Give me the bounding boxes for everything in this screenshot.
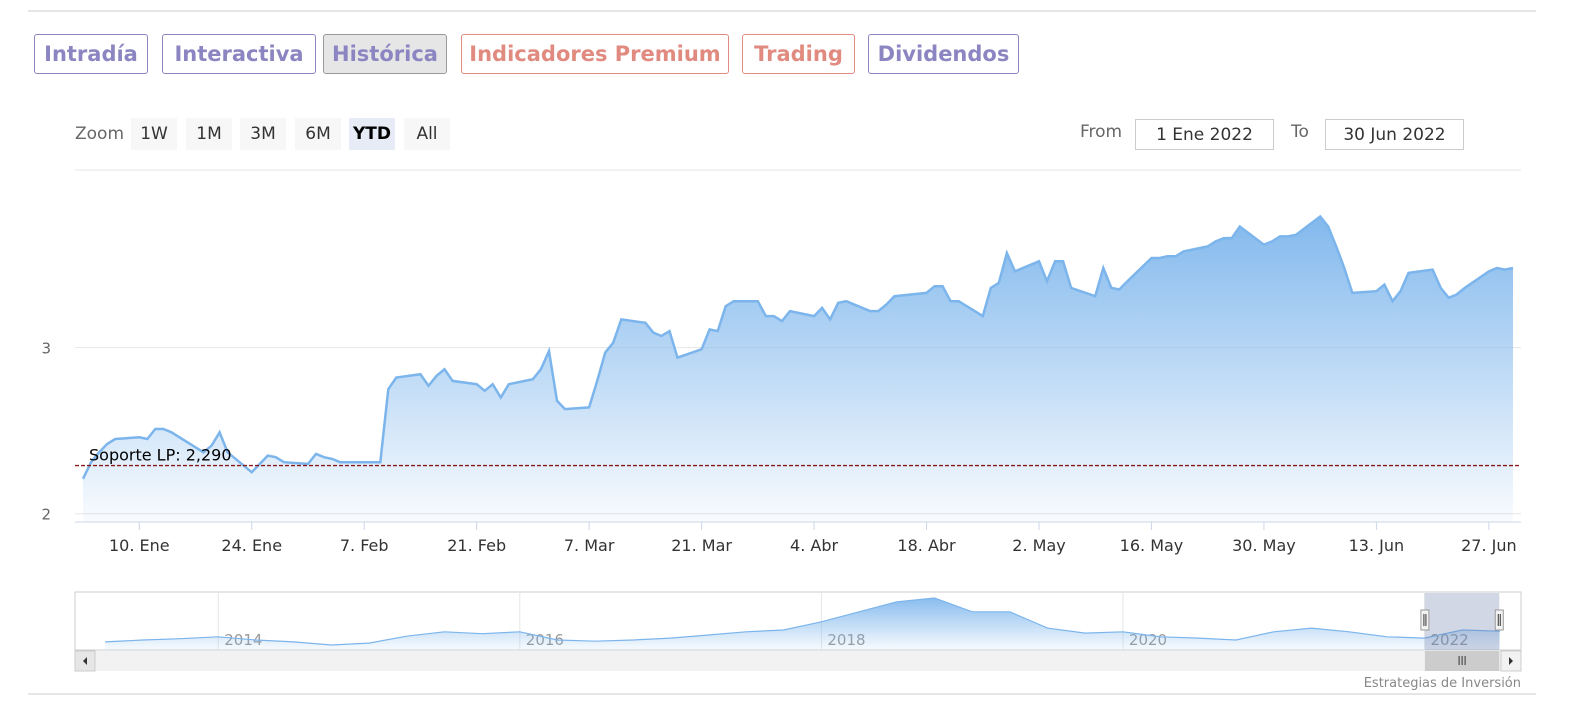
x-tick-label: 27. Jun bbox=[1461, 536, 1517, 555]
to-input[interactable]: 30 Jun 2022 bbox=[1325, 119, 1464, 150]
navigator-handle[interactable] bbox=[1494, 609, 1504, 631]
x-tick-label: 10. Ene bbox=[109, 536, 170, 555]
zoom-button[interactable]: 3M bbox=[240, 118, 286, 150]
x-tick-label: 30. May bbox=[1232, 536, 1296, 555]
x-tick-label: 13. Jun bbox=[1349, 536, 1405, 555]
arrow-right bbox=[1509, 657, 1513, 665]
zoom-label: Zoom bbox=[75, 124, 125, 144]
x-tick-label: 21. Feb bbox=[447, 536, 506, 555]
tab[interactable]: Trading bbox=[742, 34, 855, 74]
navigator-selection bbox=[1424, 593, 1500, 650]
arrow-left bbox=[83, 657, 87, 665]
price-line bbox=[81, 214, 1514, 480]
zoom-button[interactable]: 6M bbox=[295, 118, 341, 150]
tab[interactable]: Dividendos bbox=[868, 34, 1019, 74]
from-label: From bbox=[1080, 122, 1123, 142]
support-label: Soporte LP: 2,290 bbox=[89, 446, 232, 465]
scrollbar-track bbox=[75, 651, 1521, 671]
zoom-button[interactable]: 1M bbox=[186, 118, 232, 150]
x-tick-label: 21. Mar bbox=[671, 536, 732, 555]
handle-body bbox=[1494, 609, 1504, 631]
zoom-button[interactable]: 1W bbox=[131, 118, 177, 150]
x-tick-label: 7. Feb bbox=[340, 536, 389, 555]
x-tick-label: 18. Abr bbox=[897, 536, 956, 555]
handle-body bbox=[1420, 609, 1430, 631]
tab[interactable]: Histórica bbox=[323, 34, 447, 74]
area-fill bbox=[83, 216, 1513, 522]
navigator-line bbox=[105, 597, 1500, 646]
x-tick-label: 24. Ene bbox=[221, 536, 282, 555]
credits: Estrategias de Inversión bbox=[1364, 676, 1521, 691]
to-label: To bbox=[1291, 122, 1309, 142]
zoom-button[interactable]: YTD bbox=[349, 118, 395, 150]
from-input[interactable]: 1 Ene 2022 bbox=[1135, 119, 1274, 150]
y-tick-label: 2 bbox=[41, 506, 51, 524]
x-tick-label: 4. Abr bbox=[790, 536, 838, 555]
navigator-handle[interactable] bbox=[1420, 609, 1430, 631]
y-tick-label: 3 bbox=[41, 340, 51, 358]
x-tick-label: 2. May bbox=[1012, 536, 1065, 555]
zoom-button[interactable]: All bbox=[404, 118, 450, 150]
tab[interactable]: Intradía bbox=[34, 34, 148, 74]
x-tick-label: 7. Mar bbox=[564, 536, 615, 555]
x-tick-label: 16. May bbox=[1120, 536, 1184, 555]
tab[interactable]: Interactiva bbox=[162, 34, 316, 74]
navigator-area bbox=[105, 598, 1500, 650]
tab[interactable]: Indicadores Premium bbox=[461, 34, 729, 74]
